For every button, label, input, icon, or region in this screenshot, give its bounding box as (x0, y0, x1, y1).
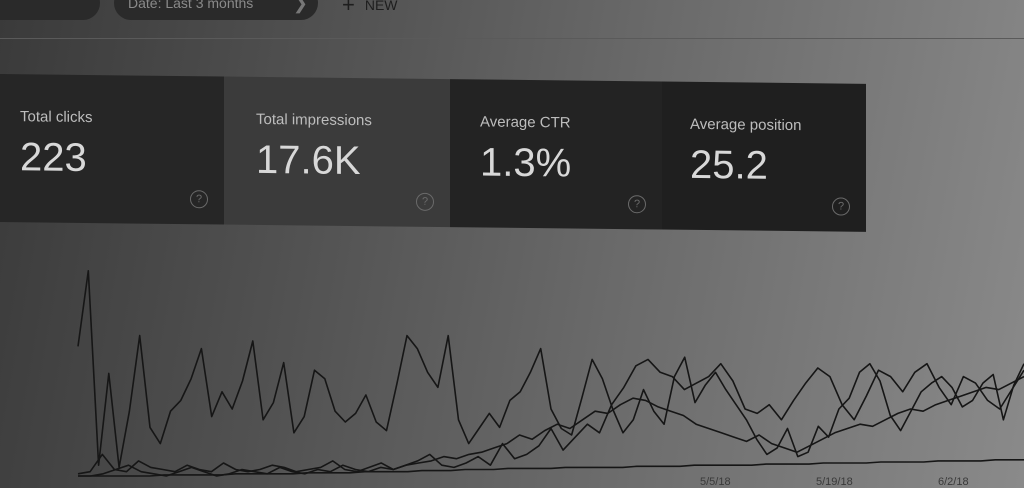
metric-label: Total impressions (256, 110, 372, 130)
help-icon[interactable]: ? (628, 195, 646, 214)
metric-cards: Total clicks 223 ? Total impressions 17.… (0, 74, 866, 238)
chevron-right-icon: ❯ (292, 0, 308, 13)
toolbar: Date: Last 3 months ❯ + NEW (0, 0, 1024, 34)
date-range-label: Date: Last 3 months (128, 0, 254, 11)
plus-icon: + (342, 0, 355, 17)
metric-label: Average position (690, 115, 802, 135)
help-icon[interactable]: ? (416, 192, 434, 211)
series-line-2 (77, 358, 1024, 475)
help-icon[interactable]: ? (190, 190, 208, 209)
metric-value: 1.3% (480, 140, 572, 186)
metric-card-average-position[interactable]: Average position 25.2 ? (662, 81, 866, 232)
metric-value: 25.2 (690, 142, 768, 188)
x-tick-label: 6/2/18 (938, 476, 969, 488)
performance-chart: 5/5/18 5/19/18 6/2/18 (0, 240, 1024, 488)
help-icon[interactable]: ? (832, 197, 850, 216)
metric-value: 17.6K (256, 137, 361, 184)
metric-label: Average CTR (480, 113, 571, 132)
date-range-chip[interactable]: Date: Last 3 months ❯ (114, 0, 318, 20)
metric-value: 223 (20, 135, 87, 180)
filter-chip[interactable] (0, 0, 100, 20)
x-tick-label: 5/19/18 (816, 476, 853, 488)
x-tick-label: 5/5/18 (700, 476, 731, 488)
metric-card-average-ctr[interactable]: Average CTR 1.3% ? (450, 79, 662, 230)
series-line-1 (77, 269, 1024, 469)
series-line-3 (78, 375, 1024, 477)
new-button-label: NEW (364, 0, 398, 13)
metric-card-total-impressions[interactable]: Total impressions 17.6K ? (224, 76, 450, 228)
performance-chart-svg (77, 269, 1024, 477)
toolbar-divider (0, 38, 1024, 39)
metric-card-total-clicks[interactable]: Total clicks 223 ? (0, 74, 224, 225)
series-line-4 (78, 459, 1024, 477)
new-filter-button[interactable]: + NEW (342, 0, 398, 17)
metric-label: Total clicks (20, 108, 93, 127)
